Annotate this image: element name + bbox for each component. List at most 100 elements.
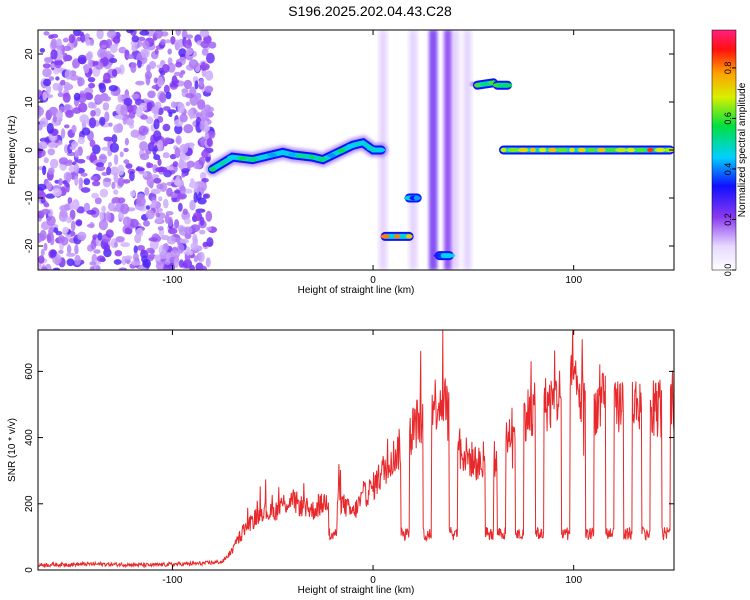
noise-blob: [201, 178, 209, 183]
noise-blob: [59, 205, 69, 212]
noise-blob: [74, 254, 81, 266]
noise-blob: [52, 267, 60, 270]
noise-blob: [120, 106, 128, 117]
noise-blob: [64, 183, 70, 188]
noise-blob: [48, 76, 55, 81]
track-hotspot: [308, 154, 316, 160]
track-hotspot: [405, 234, 413, 239]
noise-blob: [76, 159, 86, 164]
noise-blob: [91, 192, 99, 199]
track-hotspot: [337, 148, 346, 153]
colorbar: [711, 29, 737, 271]
noise-blob: [183, 259, 193, 269]
noise-blob: [156, 76, 164, 88]
noise-blob: [95, 162, 105, 168]
noise-blob: [50, 38, 58, 50]
noise-blob: [200, 61, 207, 71]
noise-blob: [185, 93, 195, 99]
noise-blob: [175, 135, 182, 145]
track-hotspot: [267, 152, 277, 158]
noise-blob: [194, 80, 199, 90]
noise-blob: [43, 157, 49, 164]
noise-blob: [156, 207, 163, 213]
noise-blob: [84, 33, 90, 40]
noise-blob: [66, 244, 72, 255]
noise-blob: [114, 241, 118, 248]
noise-blob: [126, 30, 134, 34]
track-hotspot: [227, 155, 238, 160]
y-tick-label: -10: [24, 190, 35, 205]
noise-blob: [60, 209, 68, 219]
noise-blob: [190, 224, 201, 233]
track-hotspot: [393, 234, 401, 239]
noise-blob: [170, 101, 177, 108]
noise-blob: [118, 46, 127, 54]
noise-blob: [77, 231, 87, 241]
track-hotspot: [287, 152, 296, 157]
track-hotspot: [316, 157, 327, 162]
track-hotspot: [654, 147, 666, 153]
track-hotspot: [413, 195, 421, 201]
noise-blob: [197, 251, 205, 263]
noise-blob: [64, 124, 70, 129]
noise-blob: [179, 185, 186, 195]
noise-blob: [138, 125, 148, 136]
noise-blob: [200, 172, 207, 180]
noise-blob: [90, 110, 96, 117]
noise-blob: [67, 197, 73, 205]
noise-blob: [44, 57, 53, 64]
colorbar-tick-label: 0.4: [723, 163, 733, 176]
track-hotspot: [517, 147, 529, 153]
noise-blob: [111, 181, 116, 190]
noise-blob: [151, 199, 157, 208]
noise-blob: [181, 88, 189, 93]
noise-blob: [38, 141, 48, 150]
noise-blob: [140, 249, 146, 255]
noise-blob: [153, 112, 159, 120]
y-tick-label: 400: [24, 429, 35, 446]
noise-blob: [145, 116, 154, 125]
noise-blob: [174, 219, 180, 229]
noise-blob: [156, 64, 164, 69]
track-hotspot: [502, 83, 513, 88]
noise-blob: [55, 76, 60, 81]
noise-blob: [56, 45, 63, 51]
noise-blob: [104, 50, 112, 59]
noise-blob: [135, 227, 144, 238]
noise-blob: [177, 243, 185, 254]
noise-blob: [62, 52, 68, 63]
noise-blob: [38, 183, 47, 191]
noise-blob: [141, 49, 149, 59]
noise-blob: [188, 59, 199, 69]
noise-blob: [203, 120, 209, 131]
noise-blob: [118, 267, 128, 270]
noise-blob: [49, 158, 59, 169]
noise-blob: [124, 137, 129, 146]
noise-blob: [168, 227, 178, 235]
noise-blob: [58, 157, 69, 165]
noise-blob: [192, 211, 203, 221]
noise-blob: [122, 179, 131, 184]
track-hotspot: [556, 147, 568, 153]
noise-blob: [43, 242, 48, 251]
noise-blob: [136, 245, 145, 251]
axes-2: -100 0 100 0 200 400 600: [24, 330, 674, 586]
noise-blob: [52, 188, 62, 197]
noise-blob: [126, 54, 135, 59]
noise-blob: [62, 92, 71, 103]
noise-blob: [196, 181, 205, 188]
noise-blob: [66, 258, 75, 267]
noise-blob: [41, 266, 48, 270]
noise-blob: [42, 63, 51, 69]
noise-blob: [133, 252, 139, 262]
noise-blob: [109, 166, 120, 176]
noise-blob: [107, 161, 112, 168]
noise-blob: [78, 177, 84, 187]
noise-blob: [60, 128, 66, 139]
noise-blob: [131, 44, 138, 52]
noise-blob: [175, 79, 180, 84]
noise-blob: [72, 60, 79, 69]
noise-blob: [69, 202, 75, 210]
noise-blob: [50, 249, 57, 258]
